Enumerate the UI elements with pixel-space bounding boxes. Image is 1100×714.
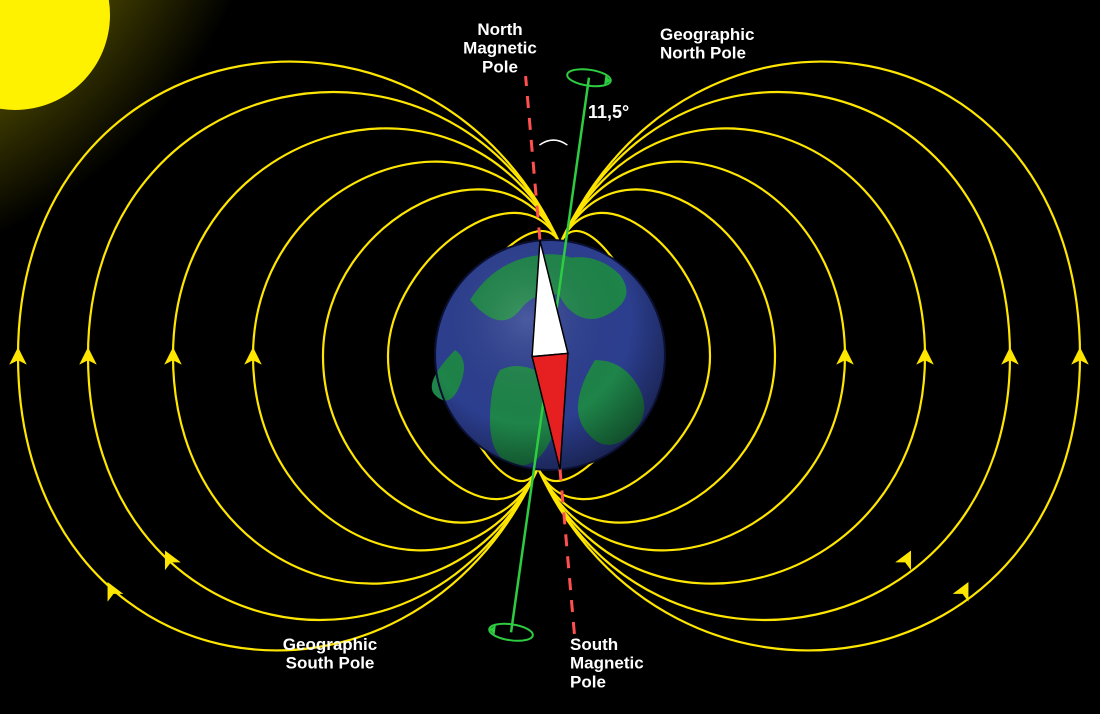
label-geographic-south-pole: GeographicSouth Pole xyxy=(283,635,377,673)
diagram-canvas: NorthMagneticPoleGeographicNorth PoleGeo… xyxy=(0,0,1100,714)
label-geographic-north-pole: GeographicNorth Pole xyxy=(660,25,754,63)
angle-label: 11,5° xyxy=(588,102,629,122)
